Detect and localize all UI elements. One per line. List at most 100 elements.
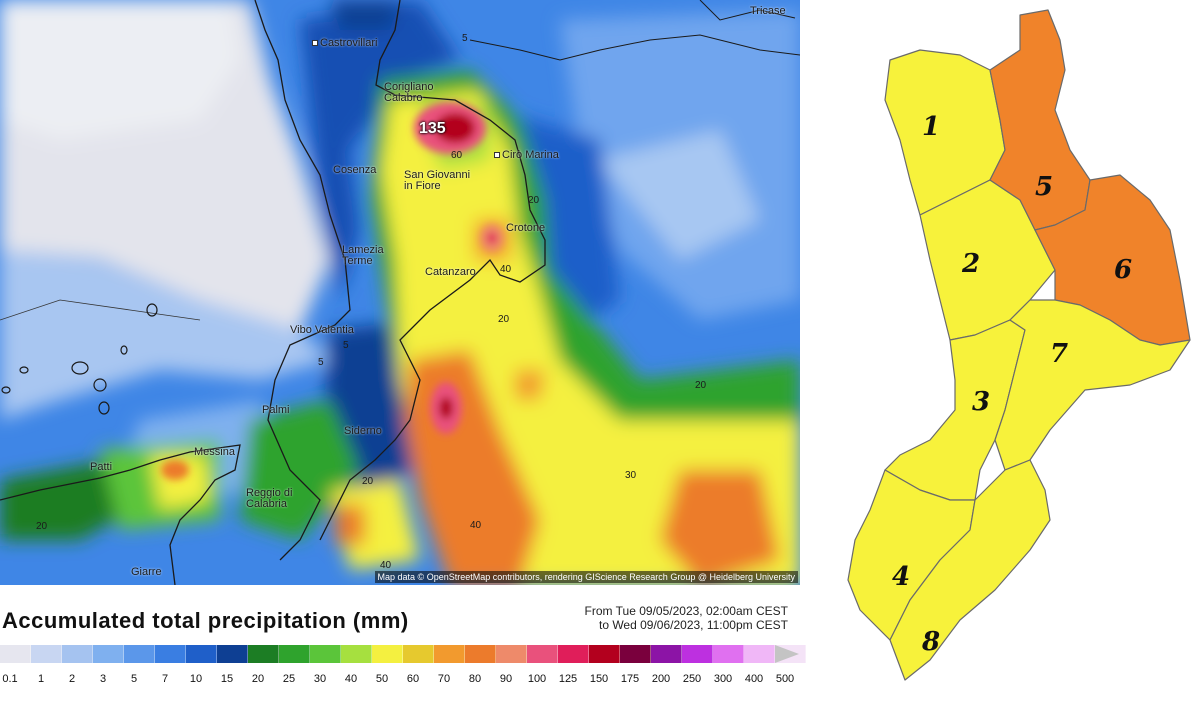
legend-tick-label: 90 (499, 673, 513, 685)
alert-zones-map: 1 2 3 4 5 6 7 8 (830, 0, 1200, 700)
legend-swatch (558, 645, 589, 663)
contour-label: 20 (528, 195, 540, 206)
city-label: Crotone (506, 222, 546, 234)
legend-tick-label: 250 (682, 673, 702, 685)
city-label: Reggio di Calabria (246, 487, 293, 510)
legend-arrow-icon (775, 645, 799, 663)
city-label: Castrovillari (312, 38, 377, 49)
legend-tick-label: 30 (313, 673, 327, 685)
alert-zone-label: 1 (922, 112, 940, 142)
legend-title: Accumulated total precipitation (mm) (2, 608, 409, 633)
legend-swatch (713, 645, 744, 663)
legend-tick-label: 7 (161, 673, 169, 685)
legend-tick-label: 60 (406, 673, 420, 685)
contour-label: 40 (500, 264, 512, 275)
legend-swatch (651, 645, 682, 663)
legend-swatch (589, 645, 620, 663)
legend-swatch (620, 645, 651, 663)
legend-tick-label: 5 (130, 673, 138, 685)
legend-tick-label: 100 (527, 673, 547, 685)
legend-swatch (124, 645, 155, 663)
peak-value-label: 135 (419, 120, 446, 137)
contour-label: 20 (498, 314, 510, 325)
contour-label: 20 (36, 521, 48, 532)
legend-tick-label: 25 (282, 673, 296, 685)
legend-swatch (341, 645, 372, 663)
legend-color-bar (0, 645, 806, 663)
legend-swatch (465, 645, 496, 663)
legend-tick-label: 125 (558, 673, 578, 685)
contour-label: 40 (380, 560, 392, 571)
precipitation-map: Castrovillari Corigliano Calabro Cirò Ma… (0, 0, 800, 585)
legend-swatch (496, 645, 527, 663)
alert-zone-label: 4 (892, 562, 910, 592)
legend-tick-label: 40 (344, 673, 358, 685)
legend-swatch (62, 645, 93, 663)
alert-zone-label: 6 (1114, 255, 1132, 285)
legend-swatch (248, 645, 279, 663)
legend-tick-label: 200 (651, 673, 671, 685)
legend-swatch (372, 645, 403, 663)
alert-zone-8 (889, 459, 1051, 681)
legend-tick-label: 500 (775, 673, 795, 685)
contour-label: 5 (318, 357, 324, 368)
city-label: Patti (90, 461, 113, 473)
legend-tick-label: 3 (99, 673, 107, 685)
city-label: Vibo Valentia (290, 324, 354, 336)
city-label: Cosenza (333, 164, 377, 176)
legend-tick-label: 70 (437, 673, 451, 685)
legend-swatch (279, 645, 310, 663)
legend-period: From Tue 09/05/2023, 02:00am CEST to Wed… (585, 604, 788, 632)
city-label: Lamezia Terme (342, 244, 384, 267)
legend-swatch (93, 645, 124, 663)
legend-tick-label: 2 (68, 673, 76, 685)
legend-period-end: to Wed 09/06/2023, 11:00pm CEST (598, 618, 788, 632)
legend-swatch (310, 645, 341, 663)
precipitation-field (0, 0, 800, 585)
city-label: Catanzaro (425, 266, 476, 278)
city-label: Palmi (262, 404, 290, 416)
contour-label: 5 (343, 340, 349, 351)
contour-label: 30 (625, 470, 637, 481)
legend-tick-label: 400 (744, 673, 764, 685)
city-label: Cirò Marina (494, 150, 559, 161)
legend-tick-label: 300 (713, 673, 733, 685)
contour-label: 60 (451, 150, 463, 161)
legend-swatch (403, 645, 434, 663)
contour-label: 5 (462, 33, 468, 44)
legend-tick-label: 175 (620, 673, 640, 685)
city-label: Corigliano Calabro (384, 81, 434, 104)
alert-zone-label: 5 (1035, 172, 1053, 202)
city-label: Giarre (131, 566, 162, 578)
legend-tick-label: 80 (468, 673, 482, 685)
legend-swatch (0, 645, 31, 663)
legend-swatch (527, 645, 558, 663)
contour-label: 20 (695, 380, 707, 391)
map-credit: Map data © OpenStreetMap contributors, r… (374, 571, 798, 583)
legend-tick-label: 0.1 (2, 673, 18, 685)
legend-tick-label: 10 (189, 673, 203, 685)
alert-zone-label: 7 (1050, 339, 1068, 369)
legend-swatch (434, 645, 465, 663)
legend-tick-label: 150 (589, 673, 609, 685)
legend-tick-label: 20 (251, 673, 265, 685)
legend-swatch (744, 645, 775, 663)
alert-zone-label: 2 (961, 249, 980, 279)
legend-swatch (186, 645, 217, 663)
city-label: Tricase (750, 5, 786, 17)
alert-zone-label: 8 (921, 627, 940, 657)
city-label: Siderno (344, 425, 382, 437)
alert-zone-label: 3 (972, 387, 990, 417)
contour-label: 20 (362, 476, 374, 487)
alert-zones-svg: 1 2 3 4 5 6 7 8 (847, 9, 1191, 681)
legend-tick-label: 50 (375, 673, 389, 685)
legend-tick-label: 15 (220, 673, 234, 685)
city-label: Messina (194, 446, 235, 458)
legend-tick-label: 1 (37, 673, 45, 685)
alert-zone-7 (994, 299, 1191, 471)
legend-swatch (217, 645, 248, 663)
legend-swatch (155, 645, 186, 663)
legend-swatch (31, 645, 62, 663)
legend-period-start: From Tue 09/05/2023, 02:00am CEST (584, 604, 788, 618)
city-label: San Giovanni in Fiore (404, 169, 471, 192)
